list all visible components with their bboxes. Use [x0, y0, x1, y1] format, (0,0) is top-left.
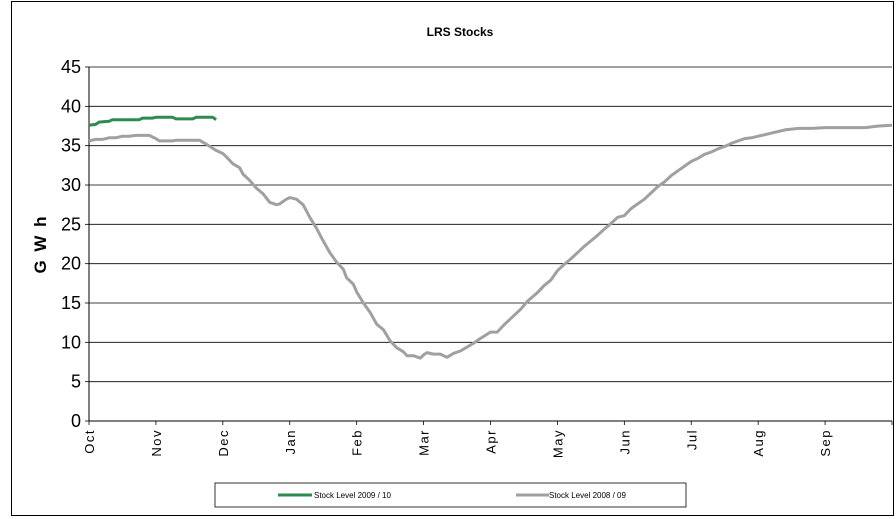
gridlines	[89, 66, 892, 383]
y-tick-label: 45	[61, 57, 81, 77]
x-tick-label-apr: Apr	[484, 429, 499, 454]
x-tick-label-dec: Dec	[216, 429, 231, 457]
x-tick-label-feb: Feb	[350, 429, 365, 456]
y-tick-labels: 0 5 10 15 20 25 30 35 40 45	[61, 57, 89, 431]
x-tick-label-may: May	[550, 429, 565, 458]
series-line-2009-10	[88, 115, 217, 127]
x-tick-label-sep: Sep	[818, 429, 833, 457]
y-tick-label: 20	[61, 254, 81, 274]
x-tick-label-jun: Jun	[617, 429, 632, 454]
x-tick-label-oct: Oct	[82, 429, 97, 454]
y-tick-label: 35	[61, 136, 81, 156]
x-tick-label-mar: Mar	[417, 429, 432, 456]
y-tick-label: 0	[71, 411, 81, 431]
legend-label-2008-09: Stock Level 2008 / 09	[549, 491, 626, 500]
legend-label-2009-10: Stock Level 2009 / 10	[314, 491, 391, 500]
series-line-2008-09	[88, 123, 893, 360]
y-tick-label: 25	[61, 214, 81, 234]
chart-title: LRS Stocks	[427, 25, 494, 39]
y-tick-label: 15	[61, 293, 81, 313]
x-tick-label-jul: Jul	[684, 429, 699, 450]
x-tick-label-aug: Aug	[751, 429, 766, 457]
x-tick-label-jan: Jan	[283, 429, 298, 454]
legend: Stock Level 2009 / 10 Stock Level 2008 /…	[214, 482, 687, 508]
series-lines	[88, 115, 893, 360]
x-tick-labels: Oct Nov Dec Jan Feb Mar Apr May Jun Jul Aug Sep	[82, 421, 893, 458]
y-tick-label: 10	[61, 332, 81, 352]
y-tick-label: 30	[61, 175, 81, 195]
y-axis-label: G W h	[31, 214, 50, 273]
plot-area	[89, 67, 892, 421]
y-tick-label: 40	[61, 96, 81, 116]
x-tick-label-nov: Nov	[149, 429, 164, 457]
y-tick-label: 5	[71, 372, 81, 392]
